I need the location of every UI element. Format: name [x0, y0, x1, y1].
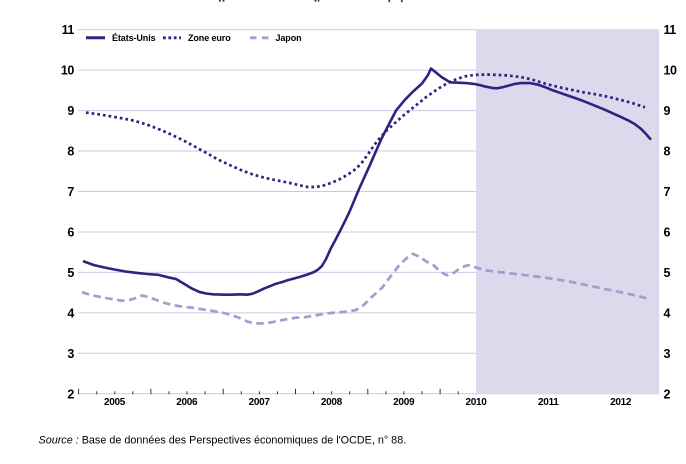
svg-text:8: 8 — [664, 145, 671, 159]
svg-text:2008: 2008 — [321, 397, 343, 408]
svg-text:8: 8 — [67, 145, 74, 159]
svg-text:4: 4 — [67, 306, 74, 320]
svg-text:9: 9 — [664, 104, 671, 118]
svg-text:2012: 2012 — [610, 397, 632, 408]
svg-text:3: 3 — [67, 347, 74, 361]
svg-text:7: 7 — [67, 185, 74, 199]
svg-text:5: 5 — [664, 266, 671, 280]
svg-text:Japon: Japon — [276, 33, 302, 43]
svg-text:7: 7 — [664, 185, 671, 199]
svg-text:2006: 2006 — [176, 397, 198, 408]
svg-text:6: 6 — [664, 226, 671, 240]
svg-text:2009: 2009 — [393, 397, 415, 408]
svg-text:3: 3 — [664, 347, 671, 361]
svg-text:11: 11 — [62, 23, 75, 37]
svg-text:2011: 2011 — [538, 397, 559, 408]
svg-text:États-Unis: États-Unis — [112, 33, 156, 43]
svg-text:2: 2 — [67, 387, 74, 401]
svg-text:Zone euro: Zone euro — [188, 33, 231, 43]
svg-text:6: 6 — [67, 226, 74, 240]
svg-text:2010: 2010 — [465, 397, 487, 408]
svg-text:2005: 2005 — [104, 397, 126, 408]
svg-text:4: 4 — [664, 306, 671, 320]
svg-text:5: 5 — [67, 266, 74, 280]
svg-text:Source : Base de données des P: Source : Base de données des Perspective… — [39, 434, 407, 446]
svg-text:9: 9 — [67, 104, 74, 118]
svg-text:2007: 2007 — [249, 397, 271, 408]
svg-text:2: 2 — [664, 387, 671, 401]
svg-text:10: 10 — [664, 64, 677, 78]
svg-text:11: 11 — [664, 23, 677, 37]
svg-text:10: 10 — [61, 64, 74, 78]
